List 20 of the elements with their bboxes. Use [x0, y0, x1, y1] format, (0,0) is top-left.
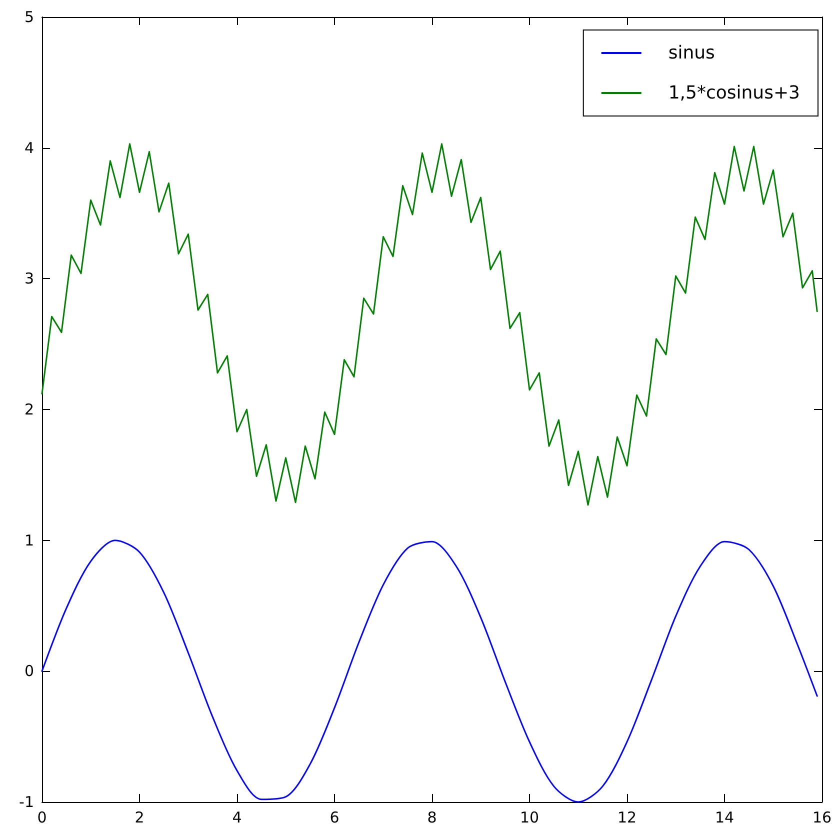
y-tick-label: 0: [24, 662, 34, 680]
x-tick-label: 2: [134, 808, 144, 826]
x-tick-label: 6: [330, 808, 340, 826]
legend-label: sinus: [668, 42, 715, 64]
y-tick-label: 2: [24, 400, 34, 418]
x-tick-label: 10: [520, 808, 540, 826]
x-tick-label: 8: [427, 808, 437, 826]
y-tick-label: 1: [24, 531, 34, 550]
legend-label: 1,5*cosinus+3: [668, 82, 800, 104]
x-tick-label: 12: [617, 808, 637, 826]
y-tick-label: 4: [24, 138, 34, 157]
x-tick-label: 16: [812, 808, 832, 826]
line-series: [41, 143, 818, 506]
y-tick-label: 5: [24, 8, 34, 26]
line-series: [41, 540, 818, 803]
x-tick-label: 4: [232, 808, 242, 826]
y-tick-label: 3: [24, 270, 34, 288]
x-tick-label: 0: [37, 808, 47, 826]
x-tick-label: 14: [714, 808, 734, 826]
y-tick-label: -1: [19, 793, 34, 811]
